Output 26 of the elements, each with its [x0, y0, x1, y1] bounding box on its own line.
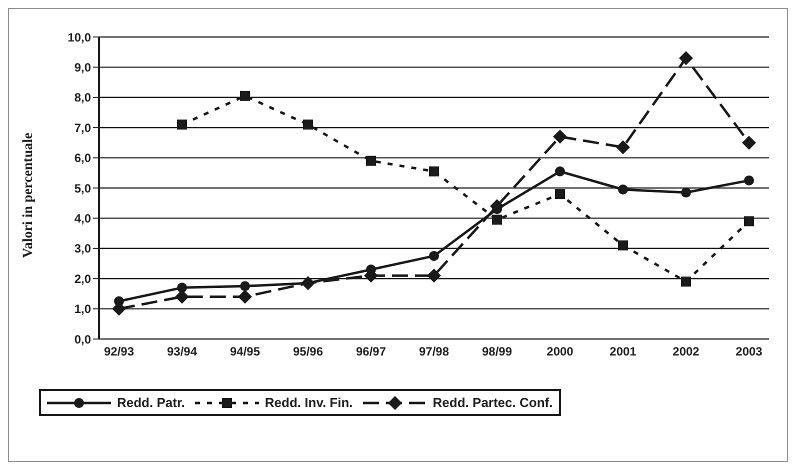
y-tick-label: 1,0	[74, 302, 92, 316]
y-axis-title: Valori in percentuale	[20, 132, 36, 258]
x-tick-label: 2001	[610, 344, 637, 359]
y-tick-label: 10,0	[68, 30, 92, 44]
legend-label: Redd. Inv. Fin.	[264, 395, 353, 410]
x-tick-label: 2003	[736, 344, 763, 359]
y-tick-label: 2,0	[74, 272, 92, 286]
y-tick-label: 4,0	[74, 211, 92, 226]
y-tick-label: 3,0	[74, 242, 92, 256]
y-tick-label: 9,0	[74, 60, 92, 74]
x-tick-label: 96/97	[356, 344, 386, 359]
x-tick-label: 98/99	[482, 344, 512, 359]
y-tick-label: 6,0	[74, 151, 92, 166]
x-tick-label: 2000	[546, 344, 574, 359]
y-tick-label: 7,0	[74, 120, 92, 135]
y-tick-label: 8,0	[74, 90, 92, 105]
x-tick-label: 92/93	[104, 344, 134, 359]
x-tick-label: 97/98	[418, 344, 450, 359]
y-tick-label: 5,0	[74, 181, 92, 196]
x-tick-label: 94/95	[230, 344, 260, 359]
x-tick-label: 95/96	[292, 344, 324, 359]
legend-label: Redd. Partec. Conf.	[432, 395, 553, 410]
x-tick-label: 93/94	[166, 344, 198, 359]
y-tick-label: 0,0	[74, 332, 92, 346]
legend-label: Redd. Patr.	[117, 395, 185, 410]
x-tick-label: 2002	[672, 344, 700, 359]
